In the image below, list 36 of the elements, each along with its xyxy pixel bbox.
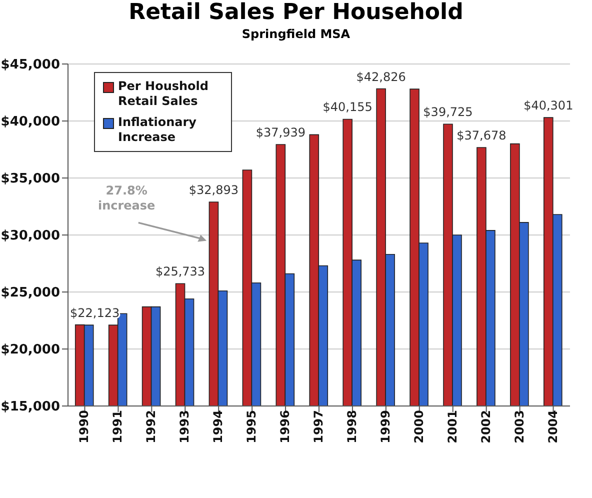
x-tick-label: 1992: [144, 410, 158, 444]
data-label: $22,123: [70, 306, 120, 320]
y-tick-label: $25,000: [0, 286, 60, 301]
y-tick-label: $45,000: [0, 58, 60, 73]
x-tick-label: 1995: [244, 410, 259, 444]
legend-label: Per Houshold Retail Sales: [118, 79, 210, 109]
chart-title: Retail Sales Per Household: [128, 0, 464, 26]
y-tick-label: $35,000: [0, 172, 60, 187]
data-label: $40,155: [322, 100, 372, 114]
data-label: $32,893: [188, 183, 239, 198]
y-tick-label: $15,000: [0, 400, 60, 415]
data-label: $40,301: [524, 98, 574, 113]
x-tick-label: 1996: [278, 410, 292, 444]
x-tick-label: 1997: [312, 410, 326, 444]
x-tick-label: 1993: [178, 410, 192, 444]
y-tick-label: $40,000: [0, 114, 60, 130]
data-label: $37,678: [456, 128, 506, 142]
x-tick-label: 2002: [478, 410, 493, 444]
annotation: 27.8% increase: [98, 184, 156, 213]
data-label: $42,826: [356, 70, 406, 84]
x-tick-label: 2003: [512, 410, 526, 444]
x-tick-label: 1991: [110, 410, 125, 444]
x-tick-label: 2004: [546, 410, 560, 444]
x-tick-label: 1998: [344, 410, 359, 444]
chart-subtitle: Springfield MSA: [240, 26, 352, 42]
x-tick-label: 1994: [211, 410, 226, 444]
legend-label: Inflationary Increase: [118, 115, 198, 145]
data-label: $39,725: [423, 105, 473, 120]
data-label: $25,733: [155, 264, 206, 279]
x-tick-label: 1990: [77, 410, 92, 444]
y-tick-label: $30,000: [0, 228, 60, 244]
x-tick-label: 2000: [412, 410, 426, 444]
x-tick-label: 1999: [378, 410, 392, 444]
x-tick-label: 2001: [445, 410, 460, 444]
data-label: $37,939: [256, 125, 306, 140]
y-tick-label: $20,000: [0, 342, 60, 358]
